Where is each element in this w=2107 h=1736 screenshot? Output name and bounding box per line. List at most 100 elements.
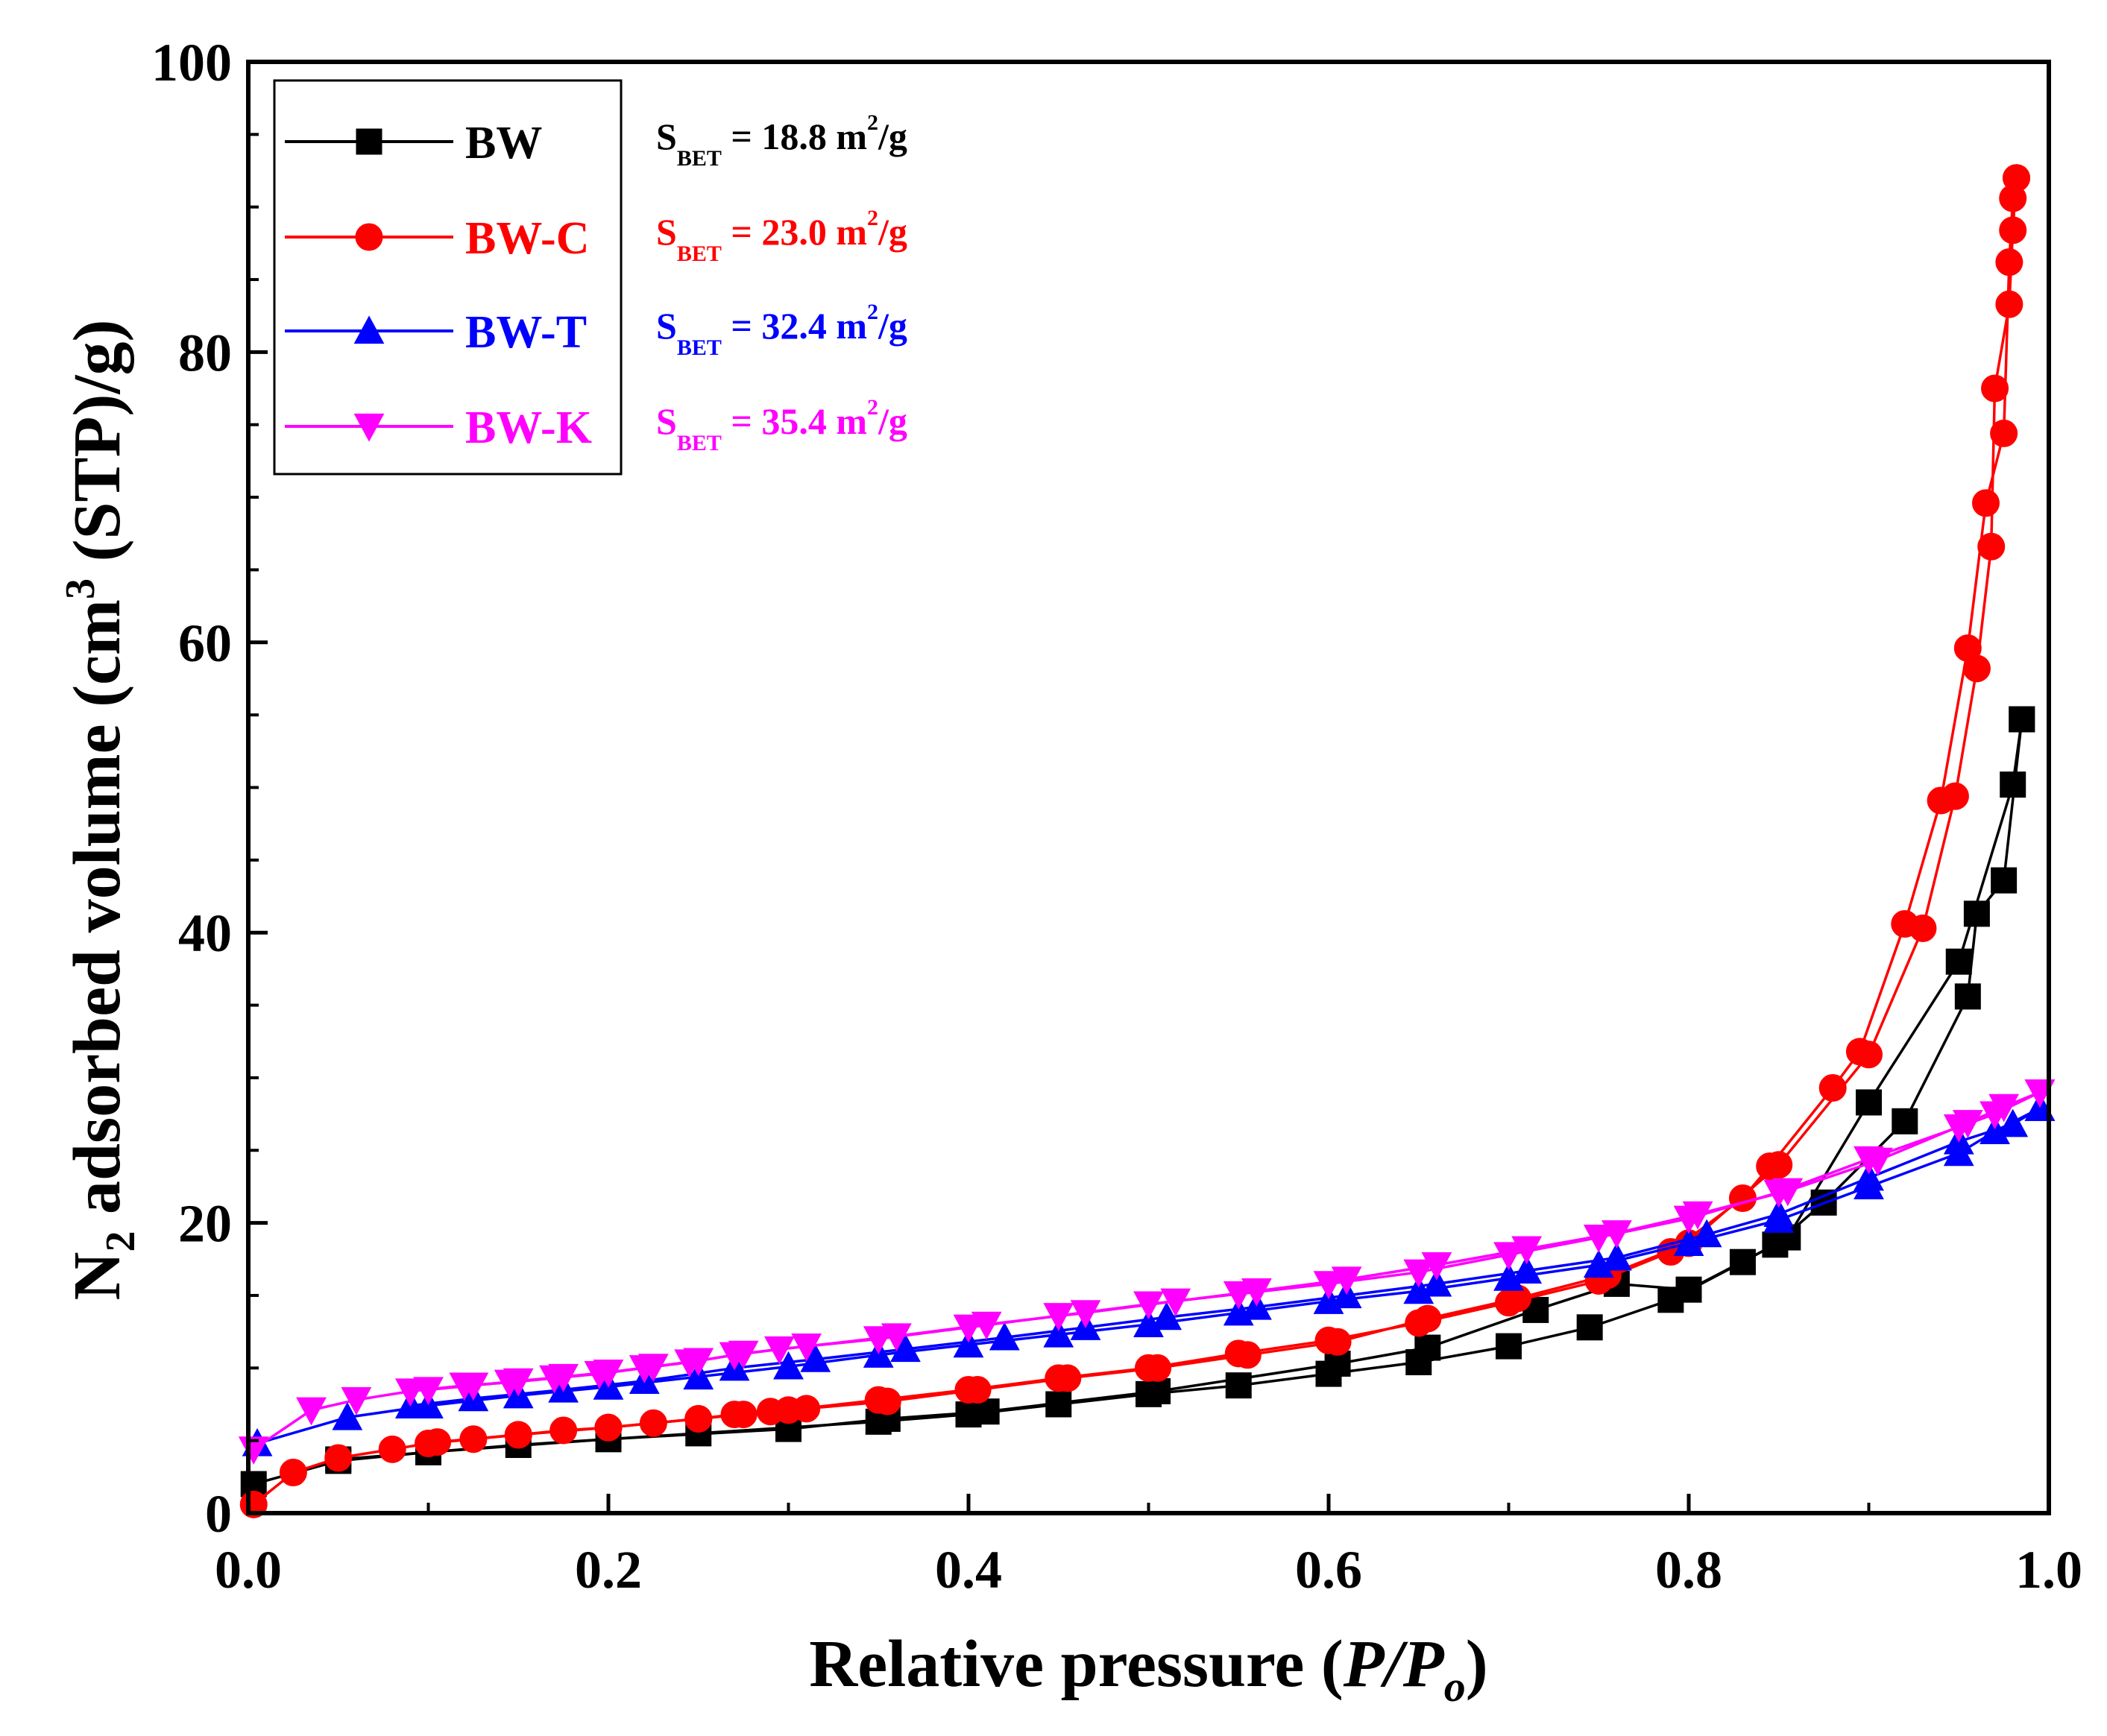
- bw-adsorption-point: [1945, 948, 1972, 975]
- bw-c-desorption-point: [1977, 532, 2006, 561]
- bw-k-adsorption-point: [953, 1314, 984, 1343]
- bw-c-desorption-point: [684, 1404, 713, 1433]
- bw-k-desorption-point: [881, 1323, 912, 1352]
- bw-t-desorption-point: [1691, 1219, 1722, 1248]
- bw-k-desorption-point: [1241, 1278, 1272, 1307]
- bw-k-desorption-point: [1331, 1266, 1362, 1295]
- bw-c-desorption-point: [720, 1401, 749, 1429]
- bw-k-desorption-point: [1070, 1300, 1101, 1328]
- bw-k-desorption-point: [1421, 1252, 1452, 1281]
- bw-c-desorption-point: [1855, 1041, 1883, 1069]
- bw-k-desorption-point: [1988, 1093, 2020, 1123]
- sbet-annotation-bw-k: SBET = 35.4 m2/g: [656, 395, 907, 455]
- bw-c-desorption-point: [1414, 1304, 1442, 1333]
- legend-label-bw-t: BW-T: [465, 307, 587, 358]
- bw-t-desorption-point: [1511, 1255, 1543, 1284]
- sbet-annotation-bw: SBET = 18.8 m2/g: [656, 110, 907, 171]
- bw-k-adsorption-point: [1583, 1224, 1614, 1253]
- bw-c-desorption-point: [594, 1413, 623, 1442]
- y-tick-label: 80: [178, 323, 232, 382]
- bw-k-adsorption-point: [341, 1387, 372, 1415]
- bw-c-desorption-point: [1144, 1354, 1172, 1382]
- bw-k-desorption-point: [1772, 1178, 1804, 1207]
- bw-desorption-point: [1144, 1377, 1171, 1404]
- bw-c-adsorption-point: [549, 1416, 578, 1445]
- x-axis-title: Relative pressure (P/Po): [809, 1627, 1487, 1711]
- bw-adsorption-point: [2000, 771, 2026, 798]
- y-tick-label: 0: [205, 1484, 232, 1544]
- bw-c-adsorption-point: [1818, 1074, 1847, 1102]
- bw-c-desorption-point: [2003, 164, 2031, 192]
- bw-desorption-point: [973, 1398, 1000, 1425]
- bw-k-adsorption-point: [863, 1326, 894, 1354]
- series-bw-c: [239, 164, 2031, 1518]
- legend-label-bw: BW: [465, 118, 542, 168]
- bw-k-desorption-point: [1160, 1288, 1191, 1317]
- bw-c-desorption-point: [1323, 1328, 1352, 1356]
- bw-t-desorption-point: [1997, 1108, 2029, 1137]
- bw-adsorption-point: [1045, 1391, 1072, 1418]
- y-tick-label: 20: [178, 1194, 232, 1254]
- bw-c-desorption-point: [1054, 1364, 1082, 1392]
- bw-c-adsorption-point: [324, 1444, 353, 1472]
- bw-desorption-point: [1675, 1276, 1702, 1303]
- bw-desorption-point: [1991, 867, 2018, 894]
- bw-k-adsorption-point: [764, 1336, 795, 1365]
- legend-marker-bw: [356, 128, 382, 155]
- bw-k-desorption-point: [458, 1372, 489, 1401]
- bw-t-desorption-point: [1763, 1199, 1795, 1228]
- x-tick-label: 0.2: [575, 1540, 642, 1600]
- bw-c-adsorption-point: [378, 1435, 406, 1463]
- bw-k-desorption-point: [503, 1368, 534, 1397]
- bw-c-desorption-point: [756, 1398, 784, 1426]
- bw-c-adsorption-point: [279, 1458, 307, 1486]
- bw-k-adsorption-point: [394, 1378, 426, 1407]
- bw-k-desorption-point: [1601, 1220, 1632, 1249]
- bw-k-adsorption-point: [1313, 1271, 1344, 1299]
- bw-k-desorption-point: [1952, 1110, 1983, 1138]
- bw-desorption-point: [1954, 983, 1981, 1010]
- bw-c-adsorption-point: [1728, 1184, 1757, 1213]
- bw-t-desorption-point: [1854, 1162, 1884, 1191]
- y-tick-label: 40: [178, 903, 232, 963]
- tick-layer: 0.0 0.2 0.4 0.6 0.8 1.0 0 20 40 60 80 100: [151, 33, 2082, 1600]
- legend-marker-bw-c: [355, 223, 383, 251]
- bw-k-desorption-point: [1511, 1236, 1543, 1265]
- bw-k-desorption-point: [1682, 1201, 1713, 1230]
- legend-marker-bw-k: [353, 413, 385, 442]
- bw-k-adsorption-point: [296, 1397, 327, 1426]
- x-tick-label: 1.0: [2015, 1540, 2082, 1600]
- bw-t-adsorption-point: [773, 1351, 804, 1380]
- bw-desorption-point: [1963, 900, 1990, 927]
- bw-c-desorption-point: [1765, 1151, 1793, 1179]
- bw-k-adsorption-point: [1403, 1259, 1434, 1288]
- bw-c-desorption-point: [1995, 290, 2023, 318]
- bw-k-desorption-point: [548, 1363, 579, 1392]
- bw-c-desorption-point: [1941, 782, 1969, 810]
- bw-t-adsorption-point: [953, 1329, 984, 1358]
- bw-c-desorption-point: [423, 1428, 452, 1456]
- bw-desorption-point: [1892, 1108, 1918, 1134]
- bw-k-adsorption-point: [1223, 1281, 1254, 1310]
- sbet-annotation-bw-c: SBET = 23.0 m2/g: [656, 206, 907, 266]
- bw-k-desorption-point: [637, 1354, 669, 1382]
- bw-c-desorption-point: [963, 1376, 992, 1404]
- bw-c-desorption-point: [1962, 654, 1991, 683]
- bw-t-adsorption-point: [332, 1401, 363, 1430]
- bw-k-adsorption-point: [1043, 1303, 1074, 1331]
- bw-k-desorption-point: [413, 1377, 444, 1406]
- bw-k-desorption-point: [593, 1360, 624, 1388]
- bw-t-desorption-point: [1151, 1301, 1182, 1331]
- bw-k-desorption-point: [683, 1348, 714, 1377]
- bw-t-desorption-point: [1601, 1242, 1632, 1271]
- x-tick-label: 0.6: [1295, 1540, 1362, 1600]
- bw-k-desorption-point: [728, 1340, 759, 1369]
- legend: BW SBET = 18.8 m2/g BW-C SBET = 23.0 m2/g BW…: [273, 79, 907, 476]
- bw-k-adsorption-point: [1133, 1291, 1164, 1320]
- bw-c-adsorption-point: [639, 1409, 667, 1437]
- y-axis-title: N2 adsorbed volume (cm3 (STP)/g): [57, 320, 144, 1301]
- y-tick-label: 100: [151, 33, 232, 92]
- bw-adsorption-point: [1729, 1249, 1756, 1275]
